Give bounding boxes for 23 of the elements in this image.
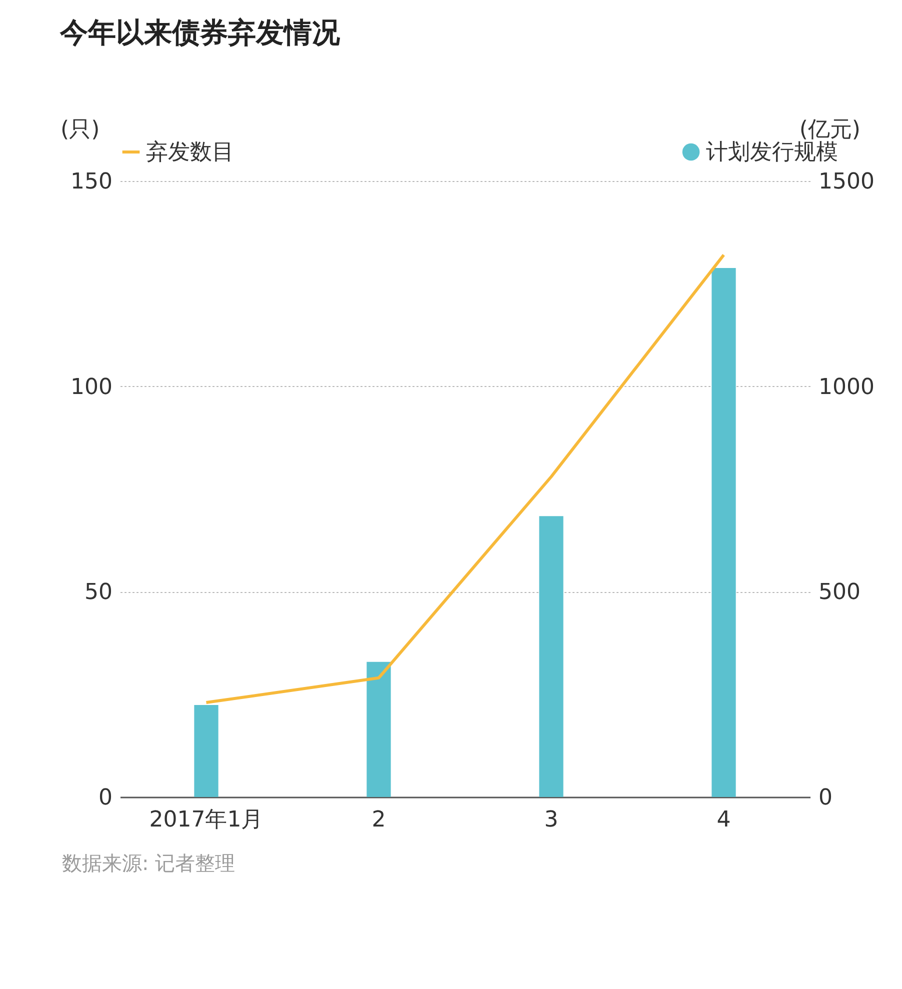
legend-label: 计划发行规模 xyxy=(706,140,838,165)
y-axis-title: (只) xyxy=(60,118,100,142)
bar xyxy=(712,268,736,797)
source-note: 数据来源: 记者整理 xyxy=(62,850,236,877)
y-tick-label: 0 xyxy=(98,786,112,810)
legend-label: 弃发数目 xyxy=(146,140,234,165)
y-tick-label: 150 xyxy=(70,170,112,194)
x-tick-label: 3 xyxy=(544,808,558,832)
y2-axis-title: (亿元) xyxy=(799,118,860,142)
chart-title: 今年以来债券弃发情况 xyxy=(59,16,341,49)
bar xyxy=(194,705,218,797)
bar xyxy=(366,662,391,797)
x-tick-label: 2017年1月 xyxy=(149,808,264,832)
y2-tick-label: 1000 xyxy=(818,374,874,400)
y2-tick-label: 1500 xyxy=(818,170,874,194)
y-tick-label: 100 xyxy=(70,374,112,400)
y-tick-label: 50 xyxy=(84,580,112,606)
x-tick-label: 4 xyxy=(716,808,731,832)
y2-tick-label: 0 xyxy=(818,786,832,810)
bar xyxy=(539,516,564,797)
y2-tick-label: 500 xyxy=(818,580,860,606)
x-tick-label: 2 xyxy=(372,808,386,832)
line-series xyxy=(204,253,726,704)
